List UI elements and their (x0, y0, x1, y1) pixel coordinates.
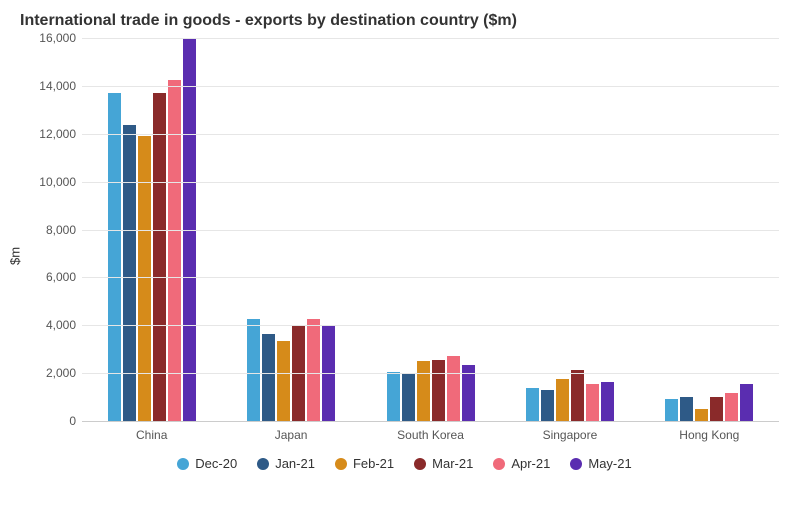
gridline (82, 373, 779, 374)
bar (402, 374, 415, 421)
legend-swatch (570, 458, 582, 470)
bar (108, 93, 121, 421)
legend-label: Jan-21 (275, 456, 315, 471)
x-tick-label: Japan (221, 422, 360, 448)
bar (277, 341, 290, 421)
legend: Dec-20 Jan-21 Feb-21 Mar-21 Apr-21 May-21 (20, 456, 789, 471)
bar (601, 382, 614, 421)
bar (740, 384, 753, 421)
legend-swatch (177, 458, 189, 470)
bar (695, 409, 708, 421)
bar (307, 319, 320, 421)
bar (262, 334, 275, 421)
legend-label: Feb-21 (353, 456, 394, 471)
legend-label: May-21 (588, 456, 631, 471)
legend-swatch (257, 458, 269, 470)
bar (168, 80, 181, 421)
y-tick-label: 10,000 (28, 175, 76, 189)
x-tick-label: China (82, 422, 221, 448)
legend-swatch (414, 458, 426, 470)
gridline (82, 86, 779, 87)
legend-item: Jan-21 (257, 456, 315, 471)
gridline (82, 277, 779, 278)
gridline (82, 38, 779, 39)
legend-item: May-21 (570, 456, 631, 471)
legend-item: Dec-20 (177, 456, 237, 471)
gridline (82, 325, 779, 326)
x-tick-label: Singapore (500, 422, 639, 448)
legend-label: Apr-21 (511, 456, 550, 471)
bar (571, 370, 584, 421)
gridline (82, 134, 779, 135)
gridline (82, 182, 779, 183)
gridline (82, 230, 779, 231)
bar (153, 93, 166, 421)
bar (526, 388, 539, 422)
bar (710, 397, 723, 421)
bar (725, 393, 738, 421)
bar (138, 136, 151, 421)
bar (417, 361, 430, 421)
bar (447, 356, 460, 421)
y-tick-label: 0 (28, 414, 76, 428)
bar (586, 384, 599, 421)
bar (665, 399, 678, 421)
y-tick-label: 12,000 (28, 127, 76, 141)
y-tick-label: 16,000 (28, 31, 76, 45)
bar (123, 125, 136, 421)
legend-swatch (335, 458, 347, 470)
y-tick-label: 2,000 (28, 366, 76, 380)
bar (541, 390, 554, 421)
bar (680, 397, 693, 421)
bar (247, 319, 260, 421)
bar (387, 372, 400, 421)
legend-item: Mar-21 (414, 456, 473, 471)
trade-exports-chart: International trade in goods - exports b… (0, 0, 809, 512)
bar (556, 379, 569, 421)
y-tick-label: 6,000 (28, 270, 76, 284)
y-tick-label: 4,000 (28, 318, 76, 332)
y-tick-label: 14,000 (28, 79, 76, 93)
legend-label: Mar-21 (432, 456, 473, 471)
plot-area: 02,0004,0006,0008,00010,00012,00014,0001… (82, 38, 779, 448)
legend-label: Dec-20 (195, 456, 237, 471)
x-tick-label: South Korea (361, 422, 500, 448)
y-axis-label: $m (8, 247, 23, 265)
legend-swatch (493, 458, 505, 470)
bar (432, 360, 445, 421)
x-tick-label: Hong Kong (640, 422, 779, 448)
legend-item: Apr-21 (493, 456, 550, 471)
y-tick-label: 8,000 (28, 223, 76, 237)
chart-title: International trade in goods - exports b… (20, 12, 789, 30)
legend-item: Feb-21 (335, 456, 394, 471)
